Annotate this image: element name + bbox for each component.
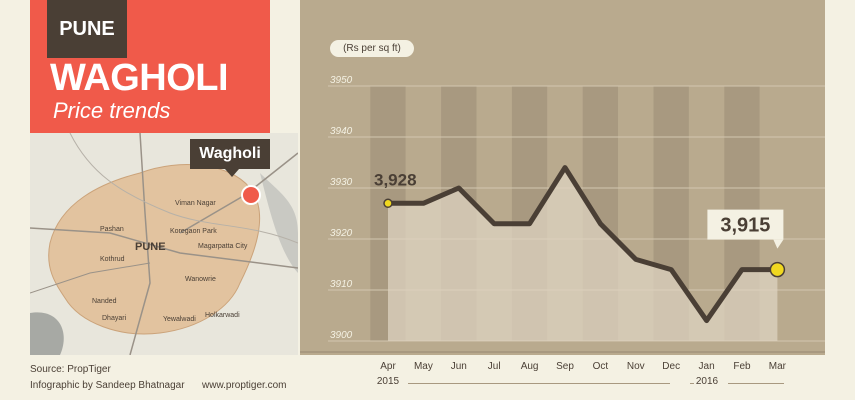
map-label-yewalwadi: Yewalwadi [163,316,196,323]
city-tag: PUNE [47,0,127,58]
website-link[interactable]: www.proptiger.com [202,380,287,391]
x-tick-label: Sep [556,361,574,372]
road [30,227,298,269]
locality-title: WAGHOLI [50,57,229,99]
y-tick-label: 3930 [330,177,353,188]
year-divider [690,383,694,384]
x-tick-label: Apr [380,361,396,372]
map-label-holkarwadi: Holkarwadi [205,312,240,319]
price-trend-chart: 3900 3910 3920 3930 3940 3950 3,928 3,915 [300,75,825,353]
x-year-label: 2016 [695,376,719,387]
series-line [385,165,780,324]
data-label-pointer [773,239,784,249]
data-label-box [707,209,784,240]
city-area [48,164,261,335]
data-label-end: 3,915 [720,215,770,237]
year-divider [728,383,784,384]
x-tick-label: Jun [450,361,467,372]
map-label-koregaon-park: Koregaon Park [170,228,217,235]
y-tick-label: 3920 [330,228,353,239]
x-tick-label: May [413,361,433,372]
hill-shade [30,312,64,355]
map-callout: Wagholi [190,139,270,169]
unit-label: (Rs per sq ft) [330,40,414,57]
map-label-kothrud: Kothrud [100,256,125,263]
x-tick-label: Jul [487,361,501,372]
x-tick-label: Mar [768,361,786,372]
y-tick-label: 3950 [330,75,353,86]
x-tick-label: Feb [733,361,751,372]
x-year-label: 2015 [376,376,400,387]
data-point-marker [769,261,786,278]
road [30,262,151,294]
source-text: Source: PropTiger [30,364,111,375]
credit-text: Infographic by Sandeep Bhatnagar [30,380,185,391]
map-graphic: Viman Nagar Pashan Koregaon Park PUNE Ma… [30,133,298,355]
map-label-nanded: Nanded [92,298,117,305]
area-fill [388,167,778,341]
x-tick-label: Dec [662,361,681,372]
river [69,133,298,244]
x-tick-label: Aug [520,361,539,372]
map-callout-pointer [225,169,239,177]
data-label-start: 3,928 [374,170,417,189]
data-point-marker [383,198,393,209]
map-label-pune: PUNE [135,241,166,253]
map-label-wanowrie: Wanowrie [185,276,216,283]
year-divider [408,383,670,384]
y-tick-label: 3900 [330,330,353,341]
map-label-pashan: Pashan [100,226,124,233]
chart-panel: 3900 3910 3920 3930 3940 3950 3,928 3,915 [300,0,825,355]
y-tick-label: 3940 [330,126,353,137]
page-subtitle: Price trends [53,98,171,123]
map-label-dhayari: Dhayari [102,315,127,322]
hill-shade-2 [260,173,298,273]
wagholi-marker [241,185,261,205]
x-tick-label: Jan [698,361,715,372]
x-tick-label: Oct [592,361,609,372]
map-label-viman-nagar: Viman Nagar [175,200,216,207]
x-tick-label: Nov [626,361,645,372]
y-tick-label: 3910 [330,279,353,290]
map-label-magarpatta-city: Magarpatta City [198,243,248,250]
road [129,133,151,355]
locality-map: Viman Nagar Pashan Koregaon Park PUNE Ma… [30,133,298,355]
